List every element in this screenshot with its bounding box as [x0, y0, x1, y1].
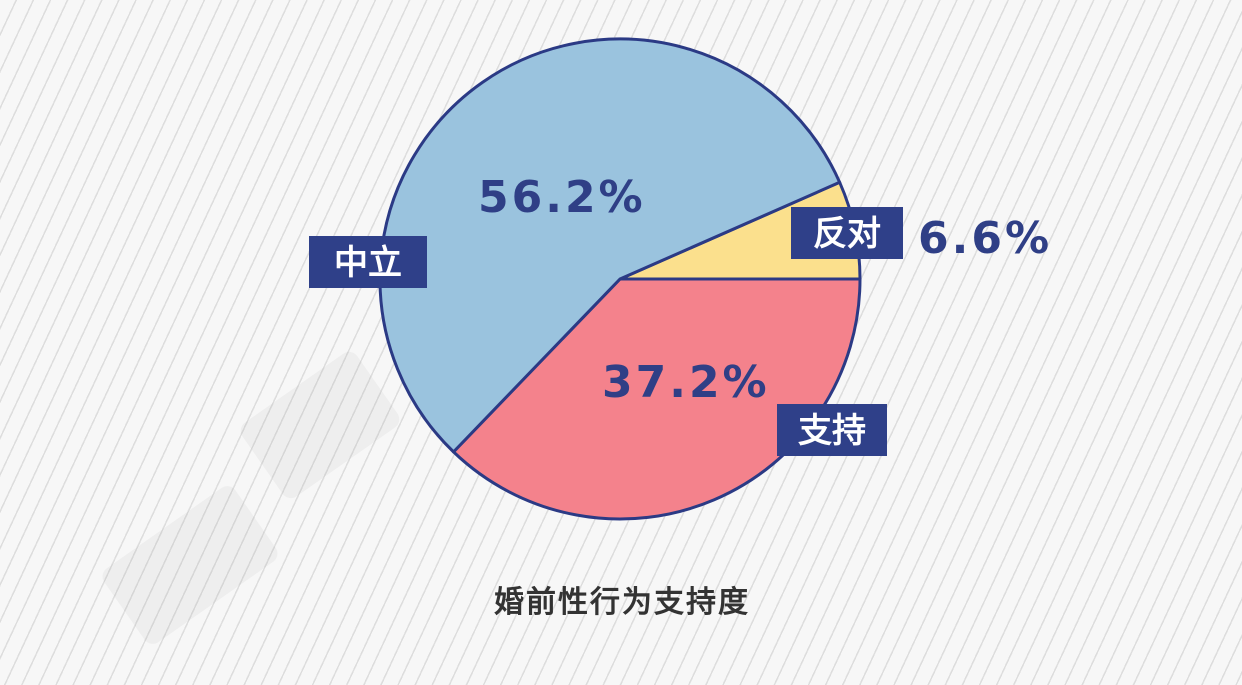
- category-tag-neutral-bg: [309, 236, 427, 288]
- slice-value-label-neutral: 56.2%: [478, 172, 646, 223]
- pie-slices: [378, 37, 862, 521]
- category-tag-support-label: 支持: [798, 411, 866, 451]
- slice-support: [452, 277, 862, 521]
- slice-value-label-oppose: 6.6%: [918, 213, 1052, 264]
- category-tag-neutral: 中立: [309, 236, 427, 288]
- slice-value-label-support: 37.2%: [602, 357, 770, 408]
- slice-neutral: [378, 37, 842, 454]
- category-tag-oppose: 反对: [791, 207, 903, 259]
- category-tag-support: 支持: [777, 404, 887, 456]
- category-tag-oppose-label: 反对: [813, 214, 881, 254]
- category-tag-support-bg: [777, 404, 887, 456]
- category-tag-neutral-label: 中立: [334, 243, 402, 283]
- chart-title: 婚前性行为支持度: [494, 585, 750, 620]
- category-tag-oppose-bg: [791, 207, 903, 259]
